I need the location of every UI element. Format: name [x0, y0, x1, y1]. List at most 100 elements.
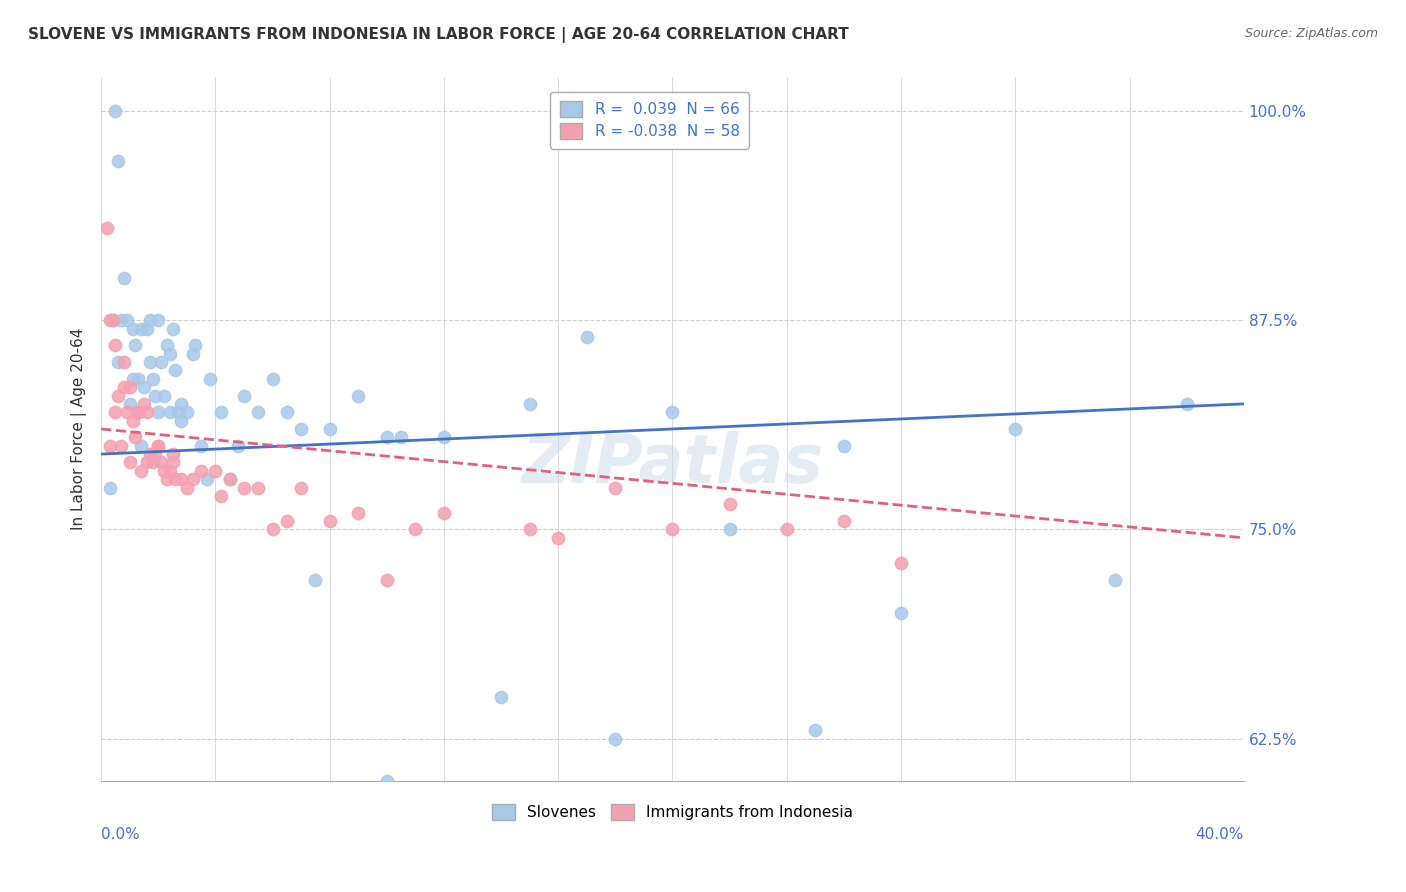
Point — [135, 321, 157, 335]
Point — [195, 472, 218, 486]
Point — [162, 455, 184, 469]
Point — [156, 338, 179, 352]
Point — [132, 380, 155, 394]
Point — [209, 405, 232, 419]
Point — [159, 405, 181, 419]
Point — [776, 523, 799, 537]
Point — [276, 514, 298, 528]
Point — [145, 388, 167, 402]
Point — [124, 338, 146, 352]
Point — [156, 472, 179, 486]
Point — [262, 372, 284, 386]
Point — [150, 455, 173, 469]
Point — [104, 338, 127, 352]
Point — [138, 355, 160, 369]
Point — [98, 439, 121, 453]
Point — [832, 439, 855, 453]
Point — [890, 606, 912, 620]
Point — [98, 481, 121, 495]
Point — [318, 514, 340, 528]
Point — [118, 397, 141, 411]
Point — [153, 388, 176, 402]
Point — [127, 372, 149, 386]
Point — [226, 439, 249, 453]
Point — [318, 422, 340, 436]
Point — [124, 430, 146, 444]
Text: Source: ZipAtlas.com: Source: ZipAtlas.com — [1244, 27, 1378, 40]
Point — [247, 481, 270, 495]
Point — [107, 388, 129, 402]
Point — [121, 372, 143, 386]
Text: SLOVENE VS IMMIGRANTS FROM INDONESIA IN LABOR FORCE | AGE 20-64 CORRELATION CHAR: SLOVENE VS IMMIGRANTS FROM INDONESIA IN … — [28, 27, 849, 43]
Point — [96, 221, 118, 235]
Point — [404, 523, 426, 537]
Point — [112, 271, 135, 285]
Point — [804, 723, 827, 738]
Point — [1004, 422, 1026, 436]
Point — [101, 313, 124, 327]
Point — [181, 346, 204, 360]
Point — [148, 439, 170, 453]
Point — [148, 439, 170, 453]
Point — [1104, 573, 1126, 587]
Point — [190, 439, 212, 453]
Point — [162, 321, 184, 335]
Point — [433, 506, 456, 520]
Point — [159, 464, 181, 478]
Point — [118, 455, 141, 469]
Point — [159, 346, 181, 360]
Point — [135, 455, 157, 469]
Point — [233, 388, 256, 402]
Point — [170, 397, 193, 411]
Point — [218, 472, 240, 486]
Point — [145, 447, 167, 461]
Point — [141, 455, 163, 469]
Point — [104, 405, 127, 419]
Point — [148, 405, 170, 419]
Point — [262, 523, 284, 537]
Point — [304, 573, 326, 587]
Point — [101, 313, 124, 327]
Point — [605, 481, 627, 495]
Point — [150, 355, 173, 369]
Point — [181, 472, 204, 486]
Point — [170, 414, 193, 428]
Point — [110, 313, 132, 327]
Point — [170, 472, 193, 486]
Point — [127, 405, 149, 419]
Point — [153, 464, 176, 478]
Point — [165, 363, 187, 377]
Point — [104, 103, 127, 118]
Point — [198, 372, 221, 386]
Point — [389, 430, 412, 444]
Point — [129, 321, 152, 335]
Point — [661, 523, 683, 537]
Point — [347, 388, 370, 402]
Point — [110, 439, 132, 453]
Point — [138, 313, 160, 327]
Point — [204, 464, 226, 478]
Point — [135, 405, 157, 419]
Point — [141, 372, 163, 386]
Text: ZIPatlas: ZIPatlas — [522, 431, 824, 497]
Point — [148, 313, 170, 327]
Text: 0.0%: 0.0% — [101, 828, 139, 842]
Point — [209, 489, 232, 503]
Point — [290, 422, 312, 436]
Point — [489, 690, 512, 704]
Point — [433, 430, 456, 444]
Point — [138, 447, 160, 461]
Point — [575, 330, 598, 344]
Point — [129, 464, 152, 478]
Point — [115, 405, 138, 419]
Point — [107, 355, 129, 369]
Point — [167, 405, 190, 419]
Point — [233, 481, 256, 495]
Point — [375, 573, 398, 587]
Y-axis label: In Labor Force | Age 20-64: In Labor Force | Age 20-64 — [72, 327, 87, 530]
Point — [1175, 397, 1198, 411]
Point — [375, 773, 398, 788]
Point — [519, 397, 541, 411]
Point — [661, 405, 683, 419]
Point — [347, 506, 370, 520]
